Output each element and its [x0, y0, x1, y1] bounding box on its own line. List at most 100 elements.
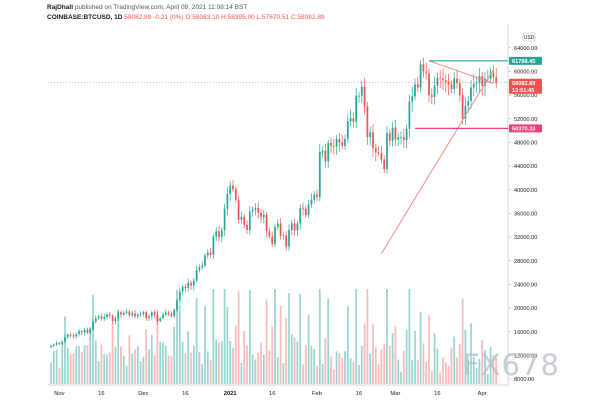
- currency-label: USD: [522, 32, 536, 42]
- volume-bar: [400, 372, 402, 384]
- candle-body: [422, 64, 425, 72]
- price-tag-box: [509, 85, 542, 94]
- candle-body: [64, 337, 66, 342]
- volume-bar: [478, 358, 481, 384]
- volume-bar: [374, 347, 377, 384]
- volume-bar: [372, 324, 374, 384]
- candle-body: [153, 312, 156, 315]
- volume-bar: [106, 354, 108, 384]
- volume-bar: [128, 335, 131, 384]
- volume-bar: [439, 372, 442, 384]
- candle-body: [414, 84, 416, 97]
- volume-bar: [187, 331, 190, 384]
- candle-body: [156, 314, 159, 322]
- volume-bar: [352, 361, 355, 384]
- volume-bar: [313, 348, 316, 384]
- volume-bar: [176, 289, 178, 384]
- volume-bar: [117, 310, 120, 384]
- volume-bar: [268, 350, 271, 384]
- candle-body: [276, 223, 279, 228]
- price-tag: 61788.45: [509, 56, 542, 65]
- candle-body: [75, 334, 78, 337]
- candle-body: [80, 331, 83, 333]
- volume-bar: [282, 363, 285, 384]
- volume-bar: [173, 326, 176, 384]
- candle-body: [296, 223, 299, 231]
- volume-bar: [164, 345, 167, 384]
- candle-body: [411, 96, 414, 102]
- candle-body: [218, 231, 220, 238]
- candle-body: [453, 78, 456, 90]
- volume-bar: [55, 349, 58, 384]
- volume-bar: [260, 342, 262, 384]
- x-tick-label: 16: [434, 391, 440, 397]
- candle-body: [69, 334, 72, 336]
- volume-bar: [64, 316, 66, 384]
- candle-body: [234, 189, 237, 200]
- volume-bar: [248, 289, 251, 384]
- candle-body: [377, 152, 380, 154]
- candle-body: [316, 194, 318, 197]
- volume-bar: [190, 352, 192, 384]
- volume-bar: [111, 323, 114, 384]
- volume-bar: [383, 344, 386, 384]
- candle-body: [117, 312, 120, 319]
- price-tag-label: 58082.89: [512, 81, 535, 87]
- candle-body: [195, 270, 198, 281]
- volume-bar: [344, 351, 346, 384]
- volume-bar: [470, 323, 472, 384]
- volume-bar: [433, 333, 436, 384]
- candle-body: [103, 316, 106, 319]
- candle-body: [260, 212, 262, 217]
- candle-body: [97, 316, 100, 319]
- symbol-label: COINBASE:BTCUSD, 1D: [47, 14, 123, 21]
- volume-bar: [467, 359, 470, 384]
- volume-bar: [366, 289, 369, 384]
- volume-bar: [265, 299, 268, 384]
- price-tag-label: 61788.45: [512, 59, 535, 65]
- volume-bar: [50, 362, 52, 384]
- volume-bar: [453, 336, 456, 384]
- volume-bar: [145, 329, 148, 384]
- volume-bar: [184, 353, 187, 384]
- candle-body: [394, 127, 397, 140]
- volume-bar: [271, 326, 274, 384]
- volume-bar: [170, 355, 173, 384]
- x-tick-label: 16: [269, 391, 275, 397]
- volume-bar: [430, 371, 433, 384]
- candle-body: [428, 73, 430, 96]
- candle-body: [318, 151, 321, 197]
- candle-body: [444, 80, 447, 83]
- volume-bar: [61, 342, 64, 384]
- volume-bar: [254, 359, 257, 384]
- y-tick-label: 16000.00: [514, 330, 537, 336]
- volume-bar: [481, 339, 484, 384]
- volume-bar: [262, 354, 265, 384]
- volume-bar: [94, 340, 97, 384]
- candle-body: [372, 132, 374, 149]
- volume-bar: [229, 340, 232, 384]
- candle-body: [363, 86, 366, 107]
- x-tick-label: 16: [356, 391, 362, 397]
- candle-body: [265, 214, 268, 232]
- volume-bar: [484, 350, 486, 384]
- candle-body: [299, 208, 302, 224]
- candle-body: [425, 71, 428, 74]
- change-value: -0.21 (0%): [153, 14, 184, 21]
- candle-body: [212, 236, 215, 255]
- volume-bar: [428, 315, 430, 384]
- volume-bar: [181, 341, 184, 384]
- volume-bar: [422, 343, 425, 384]
- currency-box: [522, 32, 536, 42]
- volume-bar: [335, 351, 338, 384]
- x-tick-label: 16: [182, 391, 188, 397]
- candle-body: [170, 314, 173, 316]
- y-tick-label: 60000.00: [514, 69, 537, 75]
- candle-body: [240, 216, 243, 220]
- candle-body: [405, 128, 408, 141]
- volume-bar: [489, 346, 492, 384]
- volume-bar: [274, 289, 276, 384]
- volume-bar: [341, 357, 344, 384]
- candle-body: [86, 329, 89, 333]
